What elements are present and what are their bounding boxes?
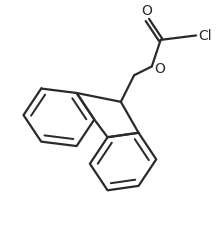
- Text: O: O: [141, 4, 152, 18]
- Text: O: O: [155, 61, 165, 75]
- Text: Cl: Cl: [199, 29, 212, 43]
